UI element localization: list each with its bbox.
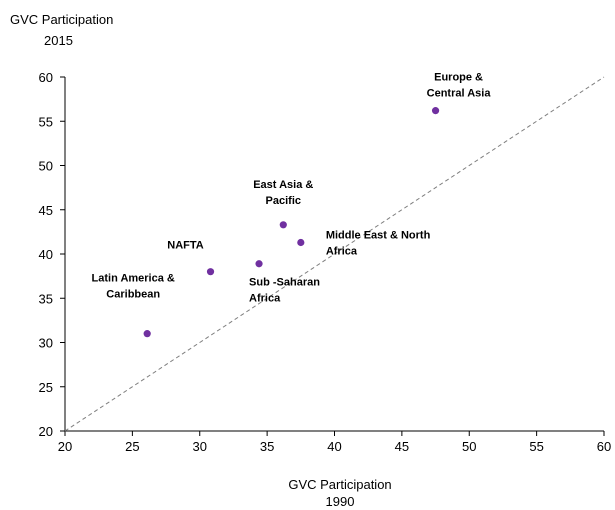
x-tick-label: 30 [193,439,207,454]
y-tick-label: 55 [39,114,53,129]
x-tick-label: 50 [462,439,476,454]
data-point [206,268,215,276]
x-tick-label: 25 [125,439,139,454]
x-tick-label: 60 [597,439,611,454]
y-tick-label: 50 [39,159,53,174]
data-point-label: Central Asia [427,88,492,100]
data-point-label: Africa [249,293,281,305]
data-point-label: Sub -Saharan [249,277,320,289]
x-axis-title-line-1: GVC Participation [288,477,391,492]
y-axis-title-line-2: 2015 [44,33,73,48]
data-point [143,330,151,338]
y-tick-label: 40 [39,247,53,262]
y-tick-label: 25 [39,380,53,395]
x-tick-label: 35 [260,439,274,454]
reference-diagonal-line [64,76,605,432]
data-point-label: East Asia & [253,179,313,191]
plot-area: 20 25 30 35 40 45 50 55 60 20 25 30 35 40 45 50 55 60 Euro… [39,70,612,454]
data-point-label: Africa [326,245,358,257]
y-tick-label: 35 [39,291,53,306]
y-tick-label: 20 [39,424,53,439]
data-point-label: NAFTA [167,240,204,252]
x-tick-label: 55 [529,439,543,454]
x-tick-label: 45 [395,439,409,454]
y-tick-label: 45 [39,203,53,218]
data-point [297,238,305,247]
data-point-label: Pacific [266,195,301,207]
y-tick-label: 60 [39,70,53,85]
data-point [255,260,263,268]
data-point-label: Europe & [434,72,483,84]
y-axis-title-line-1: GVC Participation [10,12,113,27]
data-point-label: Caribbean [106,289,160,301]
y-tick-label: 30 [39,336,53,351]
x-tick-label: 20 [58,439,72,454]
data-point-label: Middle East & North [326,229,431,241]
data-point [279,221,287,229]
data-point-label: Latin America & [92,273,175,285]
x-tick-label: 40 [327,439,341,454]
x-axis-title-line-2: 1990 [326,494,355,509]
data-point [431,107,440,115]
